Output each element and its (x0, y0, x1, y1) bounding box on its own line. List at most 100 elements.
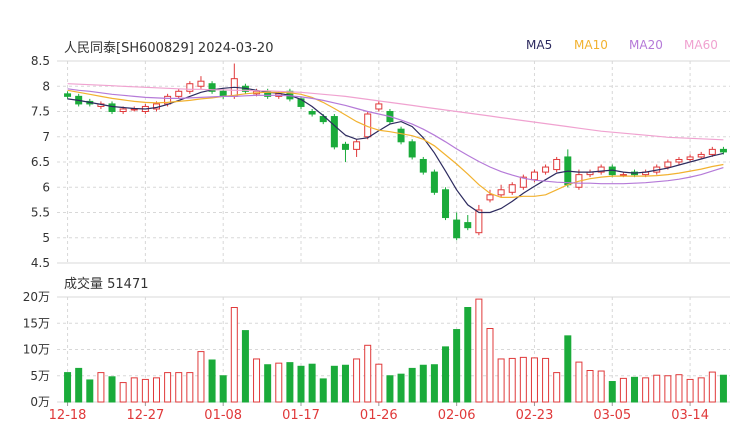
volume-bar (430, 364, 438, 403)
candle-body (397, 128, 405, 143)
volume-bar (530, 357, 538, 403)
candle-body (686, 156, 694, 160)
price-tick-label: 7.5 (31, 105, 50, 119)
volume-bar (141, 378, 149, 403)
candle-body (353, 141, 361, 150)
volume-bar (152, 377, 160, 403)
volume-bar (119, 382, 127, 403)
date-tick-label: 02-06 (438, 408, 476, 423)
candle-body (464, 222, 472, 229)
volume-bar (208, 359, 216, 403)
volume-bar (453, 329, 461, 403)
volume-bar (297, 365, 305, 403)
candle-body (719, 148, 727, 153)
candle-body (375, 103, 383, 110)
legend-ma20: MA20 (629, 38, 663, 52)
stock-title: 人民同泰[SH600829] 2024-03-20 (64, 41, 274, 56)
volume-bar (519, 356, 527, 403)
candle-body (519, 176, 527, 188)
candle-body (497, 189, 505, 196)
date-tick-label: 03-05 (593, 408, 631, 423)
candle-body (197, 80, 205, 87)
candle-body (664, 161, 672, 168)
volume-bar (553, 372, 561, 403)
ma-line-ma60 (67, 83, 724, 141)
ma-line-ma10 (67, 89, 724, 198)
candle-body (419, 158, 427, 173)
volume-tick-label: 15万 (23, 316, 50, 330)
candle-body (553, 158, 561, 171)
candle-body (108, 103, 116, 113)
volume-bar (97, 372, 105, 403)
candle-body (308, 111, 316, 115)
volume-bar (353, 358, 361, 403)
volume-bar (442, 346, 450, 403)
volume-bar (364, 344, 372, 403)
volume-bar (86, 379, 94, 403)
date-tick-label: 12-27 (126, 408, 164, 423)
candle-body (508, 184, 516, 193)
volume-bar (130, 377, 138, 403)
volume-bar (386, 375, 394, 403)
volume-bar (653, 374, 661, 403)
price-tick-label: 6.5 (31, 155, 50, 169)
volume-bar (542, 357, 550, 403)
volume-bar (264, 364, 272, 403)
volume-bar (697, 377, 705, 403)
price-tick-label: 4.5 (31, 256, 50, 270)
volume-bar (319, 378, 327, 403)
candle-body (208, 83, 216, 92)
volume-bar (631, 376, 639, 403)
price-tick-label: 7 (42, 130, 50, 144)
volume-bar (375, 363, 383, 403)
candle-body (175, 90, 183, 97)
volume-bar (586, 370, 594, 403)
candle-body (486, 194, 494, 201)
volume-bar (408, 367, 416, 403)
candle-body (442, 189, 450, 219)
volume-bar (341, 364, 349, 403)
volume-bar (219, 375, 227, 403)
price-tick-label: 5 (42, 231, 50, 245)
volume-tick-label: 5万 (30, 369, 50, 383)
candle-body (408, 141, 416, 158)
candle-body (64, 93, 72, 97)
candle-body (619, 174, 627, 177)
volume-bar (642, 377, 650, 403)
date-tick-label: 01-26 (360, 408, 398, 423)
volume-bar (608, 381, 616, 403)
volume-bar (308, 363, 316, 403)
candle-body (530, 171, 538, 181)
candle-body (697, 153, 705, 158)
candle-body (453, 219, 461, 239)
legend-ma10: MA10 (574, 38, 608, 52)
candle-body (330, 116, 338, 148)
candle-body (319, 116, 327, 123)
volume-bar (664, 375, 672, 403)
volume-bar (75, 367, 83, 403)
volume-bar (397, 373, 405, 403)
volume-bar (330, 365, 338, 403)
legend-ma60: MA60 (684, 38, 718, 52)
volume-bar (175, 372, 183, 403)
volume-bar (619, 377, 627, 403)
date-tick-label: 01-17 (282, 408, 320, 423)
volume-bar (419, 364, 427, 403)
price-tick-label: 8.5 (31, 54, 50, 68)
volume-bar (719, 374, 727, 403)
candle-body (675, 158, 683, 163)
ma-line-ma20 (67, 88, 724, 185)
volume-bar (686, 378, 694, 403)
volume-bar (464, 307, 472, 403)
volume-bar (230, 307, 238, 403)
volume-bar (108, 376, 116, 403)
volume-bar (253, 358, 261, 403)
candle-body (542, 166, 550, 173)
volume-bar (286, 362, 294, 403)
candle-body (475, 209, 483, 234)
price-tick-label: 8 (42, 79, 50, 93)
volume-bar (64, 372, 72, 403)
candle-body (430, 171, 438, 193)
volume-bar (164, 372, 172, 403)
